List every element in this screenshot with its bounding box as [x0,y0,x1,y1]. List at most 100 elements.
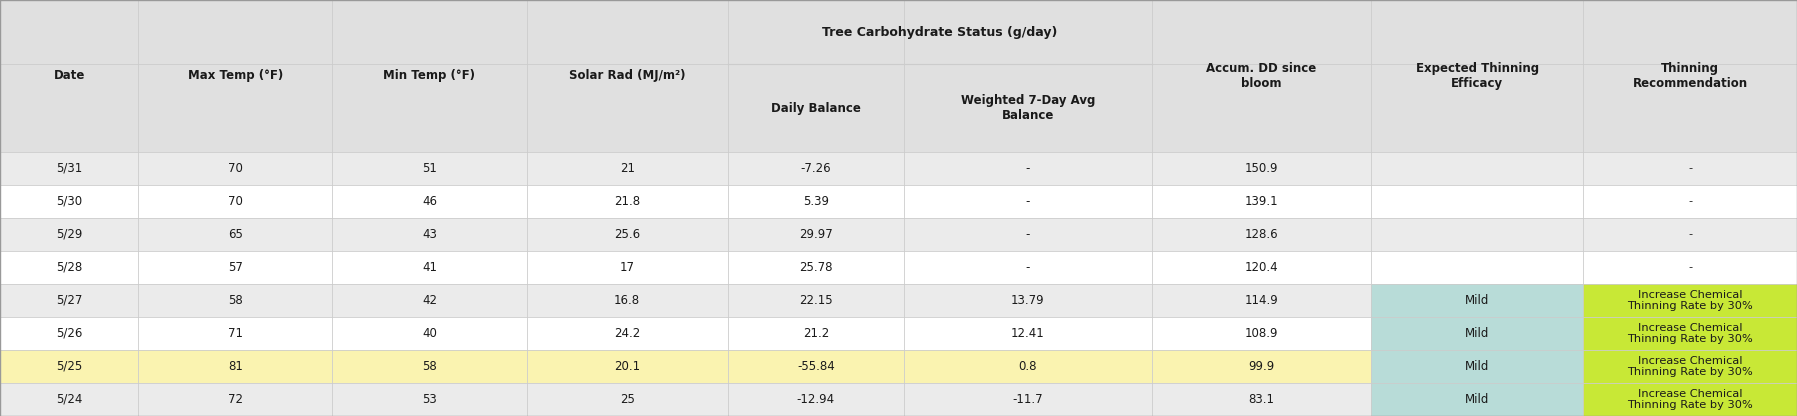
Bar [728,251,904,284]
Text: Increase Chemical
Thinning Rate by 30%: Increase Chemical Thinning Rate by 30% [1628,323,1752,344]
Text: -: - [1687,196,1693,206]
Bar [332,317,527,350]
Bar [1152,284,1371,317]
Bar [0,0,1797,64]
Bar [1583,284,1797,317]
Bar [138,383,332,416]
Text: 25: 25 [620,393,634,406]
Text: Increase Chemical
Thinning Rate by 30%: Increase Chemical Thinning Rate by 30% [1628,290,1752,311]
Text: Date: Date [54,69,84,82]
Bar [0,185,138,218]
Bar [527,383,728,416]
Text: 24.2: 24.2 [615,327,640,340]
Bar [1583,383,1797,416]
Bar [0,64,1797,152]
Text: 72: 72 [228,393,243,406]
Bar [527,218,728,251]
Text: 70: 70 [228,162,243,175]
Bar [527,185,728,218]
Bar [904,185,1152,218]
Text: 21.8: 21.8 [615,195,640,208]
Bar [728,284,904,317]
Text: -: - [1026,228,1030,241]
Text: 25.6: 25.6 [615,228,640,241]
Bar [1152,251,1371,284]
Text: 21.2: 21.2 [803,327,828,340]
Text: -55.84: -55.84 [796,360,836,373]
Text: Solar Rad (MJ/m²): Solar Rad (MJ/m²) [570,69,685,82]
Bar [138,284,332,317]
Bar [1583,218,1797,251]
Text: 17: 17 [620,261,634,274]
Bar [332,251,527,284]
Text: 65: 65 [228,228,243,241]
Bar [332,185,527,218]
Bar [138,350,332,383]
Bar [1152,152,1371,185]
Text: 25.78: 25.78 [800,261,832,274]
Bar [728,218,904,251]
Bar [0,251,138,284]
Text: 58: 58 [228,294,243,307]
Text: 83.1: 83.1 [1249,393,1274,406]
Text: 46: 46 [422,195,437,208]
Bar [728,350,904,383]
Text: Increase Chemical
Thinning Rate by 30%: Increase Chemical Thinning Rate by 30% [1628,356,1752,377]
Bar [728,185,904,218]
Bar [1371,251,1583,284]
Text: Tree Carbohydrate Status (g/day): Tree Carbohydrate Status (g/day) [823,26,1057,39]
Bar [1371,317,1583,350]
Bar [1371,185,1583,218]
Text: -: - [1026,195,1030,208]
Text: 128.6: 128.6 [1245,228,1278,241]
Text: Expected Thinning
Efficacy: Expected Thinning Efficacy [1416,62,1538,90]
Text: 114.9: 114.9 [1245,294,1278,307]
Text: 108.9: 108.9 [1245,327,1278,340]
Text: 5/25: 5/25 [56,360,83,373]
Text: 29.97: 29.97 [800,228,832,241]
Bar [904,317,1152,350]
Text: 71: 71 [228,327,243,340]
Text: 5.39: 5.39 [803,195,828,208]
Text: 99.9: 99.9 [1249,360,1274,373]
Bar [332,152,527,185]
Text: 41: 41 [422,261,437,274]
Text: Accum. DD since
bloom: Accum. DD since bloom [1206,62,1317,90]
Bar [904,218,1152,251]
Text: 5/24: 5/24 [56,393,83,406]
Bar [527,152,728,185]
Text: 5/29: 5/29 [56,228,83,241]
Bar [527,350,728,383]
Text: Daily Balance: Daily Balance [771,102,861,115]
Bar [904,350,1152,383]
Bar [1583,350,1797,383]
Text: Weighted 7-Day Avg
Balance: Weighted 7-Day Avg Balance [961,94,1094,122]
Bar [904,152,1152,185]
Text: 5/31: 5/31 [56,162,83,175]
Text: -11.7: -11.7 [1012,393,1044,406]
Bar [728,317,904,350]
Text: 12.41: 12.41 [1012,327,1044,340]
Text: -: - [1026,261,1030,274]
Bar [904,251,1152,284]
Bar [332,284,527,317]
Text: 5/28: 5/28 [56,261,83,274]
Text: Max Temp (°F): Max Temp (°F) [187,69,284,82]
Text: 21: 21 [620,162,634,175]
Bar [0,152,138,185]
Text: 51: 51 [422,162,437,175]
Bar [1371,152,1583,185]
Text: 5/26: 5/26 [56,327,83,340]
Text: 13.79: 13.79 [1012,294,1044,307]
Text: 43: 43 [422,228,437,241]
Text: -7.26: -7.26 [800,162,832,175]
Text: 70: 70 [228,195,243,208]
Bar [0,218,138,251]
Bar [527,251,728,284]
Bar [1152,185,1371,218]
Bar [138,251,332,284]
Text: Thinning
Recommendation: Thinning Recommendation [1632,62,1748,90]
Text: Min Temp (°F): Min Temp (°F) [383,69,476,82]
Text: Mild: Mild [1465,393,1490,406]
Text: -: - [1687,262,1693,272]
